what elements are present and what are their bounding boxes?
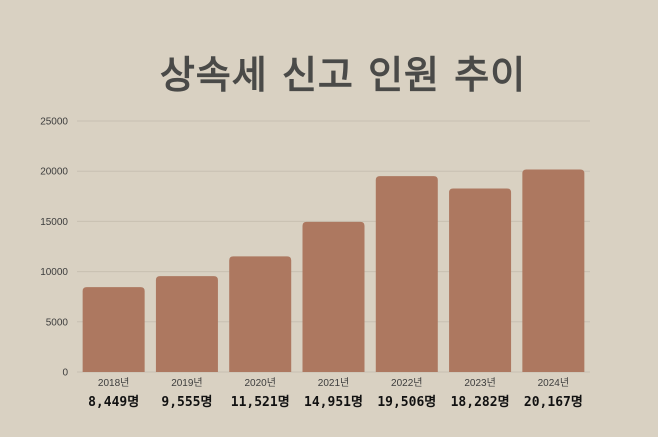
- x-tick-label: 2021년: [318, 377, 349, 389]
- bar: [155, 276, 218, 372]
- chart-title: 상속세 신고 인원 추이: [159, 53, 527, 97]
- value-label: 18,282명: [451, 394, 510, 410]
- bar: [375, 176, 438, 372]
- value-label: 20,167명: [524, 394, 583, 410]
- y-tick-label: 20000: [40, 167, 68, 178]
- x-tick-label: 2019년: [171, 377, 202, 389]
- bar: [449, 188, 512, 372]
- x-tick-label: 2020년: [244, 377, 275, 389]
- value-label: 11,521명: [231, 394, 290, 410]
- x-tick-label: 2023년: [464, 377, 495, 389]
- bar: [302, 221, 365, 372]
- x-tick-label: 2022년: [391, 377, 422, 389]
- value-label: 8,449명: [88, 394, 139, 410]
- bar: [229, 256, 292, 372]
- y-tick-label: 0: [62, 368, 68, 379]
- bar: [82, 287, 145, 372]
- y-tick-label: 5000: [46, 317, 69, 328]
- y-tick-label: 10000: [40, 267, 68, 278]
- bar: [522, 169, 585, 372]
- y-tick-label: 25000: [40, 117, 68, 128]
- value-label: 14,951명: [304, 394, 363, 410]
- value-labels: 8,449명 9,555명 11,521명 14,951명 19,506명 18,282명…: [88, 394, 583, 410]
- x-axis-labels: 2018년 2019년 2020년 2021년 2022년 2023년 2024년: [98, 377, 569, 389]
- x-tick-label: 2018년: [98, 377, 129, 389]
- x-tick-label: 2024년: [538, 377, 569, 389]
- bars: [82, 169, 585, 372]
- value-label: 9,555명: [161, 394, 212, 410]
- y-tick-label: 15000: [40, 217, 68, 228]
- y-axis-ticks: 0 5000 10000 15000 20000 25000: [40, 117, 68, 379]
- value-label: 19,506명: [377, 394, 436, 410]
